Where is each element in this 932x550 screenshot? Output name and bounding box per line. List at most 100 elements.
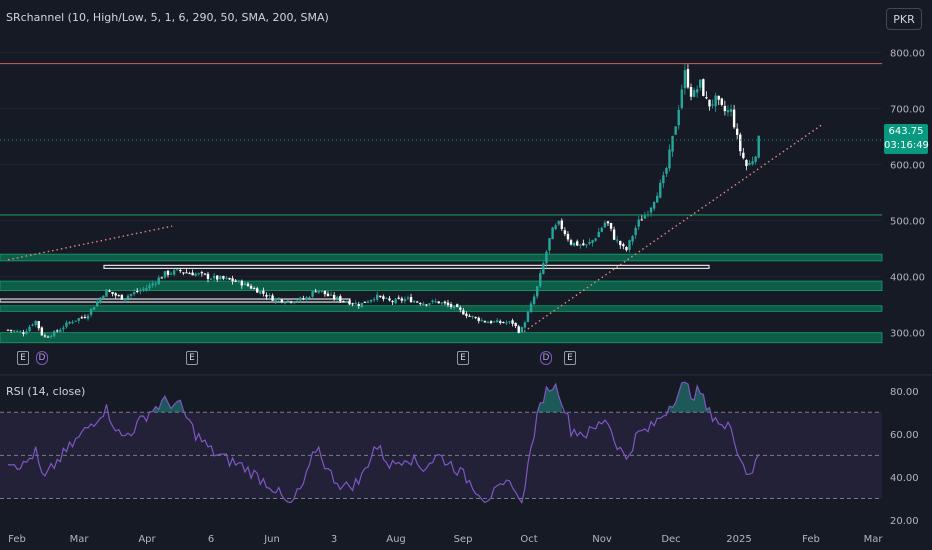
candle-down [720, 98, 723, 105]
candle-up [296, 300, 299, 302]
candle-up [209, 278, 213, 280]
candle-down [271, 295, 274, 301]
candle-up [508, 321, 511, 323]
candle-up [551, 227, 554, 240]
price-legend[interactable]: SRchannel (10, High/Low, 5, 1, 6, 290, 5… [6, 11, 329, 24]
candle-down [22, 332, 25, 334]
sr-zone [0, 280, 883, 292]
candle-up [480, 320, 484, 322]
earnings-event-icon[interactable]: E [17, 351, 29, 365]
candle-down [489, 321, 493, 324]
candle-up [412, 301, 416, 303]
candle-down [499, 321, 502, 323]
sr-outline-zone [103, 264, 710, 269]
candle-down [483, 320, 487, 323]
currency-button[interactable]: PKR [886, 8, 922, 30]
candle-down [382, 296, 385, 300]
candle-up [34, 320, 37, 326]
trend-line [7, 225, 173, 261]
bar-countdown: 03:16:49 [884, 140, 929, 151]
candle-up [86, 315, 90, 319]
candle-down [446, 302, 450, 306]
candle-down [739, 134, 742, 152]
candle-up [520, 327, 524, 333]
candle-up [711, 104, 714, 106]
candle-down [514, 322, 517, 327]
candle-down [234, 280, 237, 282]
candle-up [126, 295, 130, 299]
earnings-event-icon[interactable]: E [564, 351, 576, 365]
candle-up [572, 242, 576, 246]
candle-up [539, 273, 542, 287]
candle-down [640, 219, 644, 221]
price-tick-label: 300.00 [890, 329, 925, 340]
candle-up [16, 330, 19, 332]
candle-down [302, 298, 305, 300]
candle-up [292, 302, 296, 304]
price-tick-label: 500.00 [890, 217, 925, 228]
candle-up [237, 280, 240, 283]
candle-up [52, 331, 56, 337]
candle-down [723, 105, 727, 112]
candle-down [449, 304, 453, 307]
candle-up [542, 263, 545, 274]
candle-up [662, 175, 665, 184]
rsi-overbought-fill [669, 382, 710, 413]
time-tick-label: Apr [138, 534, 156, 545]
rsi-pane [0, 381, 882, 505]
candle-up [403, 299, 407, 302]
candle-up [308, 297, 311, 299]
rsi-legend[interactable]: RSI (14, close) [6, 385, 86, 398]
overlay-lines [0, 62, 882, 333]
dividend-event-icon[interactable]: D [540, 351, 552, 365]
candle-up [440, 302, 444, 304]
candle-down [517, 326, 520, 333]
price-axis[interactable]: 800.00 700.00 600.00 500.00 400.00 300.00 [890, 48, 925, 339]
candle-down [200, 272, 204, 274]
earnings-event-icon[interactable]: E [457, 351, 469, 365]
candle-down [160, 277, 164, 279]
candle-up [71, 321, 74, 323]
candle-up [726, 109, 730, 113]
candle-down [351, 303, 354, 305]
candle-down [37, 321, 40, 329]
candle-up [385, 297, 388, 299]
candle-up [212, 275, 216, 279]
time-tick-label: Nov [592, 534, 612, 545]
candle-down [256, 288, 259, 293]
candle-down [252, 288, 256, 290]
candle-down [443, 301, 447, 304]
candle-down [191, 272, 194, 276]
candle-down [289, 301, 293, 303]
candle-up [471, 315, 474, 317]
candle-down [314, 291, 317, 293]
candle-down [456, 304, 459, 308]
candle-down [474, 317, 477, 319]
candle-up [492, 321, 496, 323]
candle-up [366, 301, 370, 303]
candle-down [717, 95, 720, 100]
candle-up [422, 303, 425, 306]
rsi-tick-label: 40.00 [890, 473, 919, 484]
candle-down [465, 313, 468, 316]
candle-down [339, 296, 342, 302]
candle-down [609, 222, 613, 229]
rsi-overbought-fill [149, 396, 184, 413]
candle-up [588, 242, 591, 244]
candle-down [332, 294, 336, 299]
rsi-axis[interactable]: 80.00 60.00 40.00 20.00 [890, 387, 919, 527]
rsi-tick-label: 60.00 [890, 430, 919, 441]
candle-up [219, 276, 222, 280]
candle-down [342, 300, 345, 302]
candle-up [668, 149, 671, 169]
candle-down [462, 310, 465, 315]
time-axis[interactable]: Feb Mar Apr 6 Jun 3 Aug Sep Oct Nov Dec 2025 Feb Mar [8, 534, 883, 545]
candle-down [83, 316, 87, 318]
candle-down [80, 317, 84, 319]
candle-down [206, 273, 210, 279]
dividend-event-icon[interactable]: D [36, 351, 48, 365]
candle-down [511, 320, 514, 324]
earnings-event-icon[interactable]: E [186, 351, 198, 365]
candle-down [569, 240, 573, 245]
